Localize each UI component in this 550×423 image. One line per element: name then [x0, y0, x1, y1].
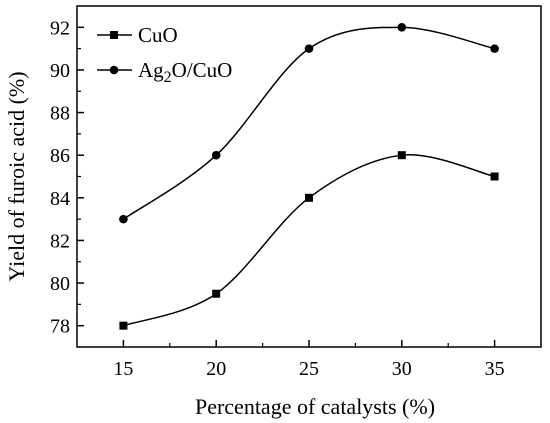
series-square-group	[119, 151, 499, 330]
x-tick-label: 30	[392, 358, 412, 380]
y-tick-label: 90	[50, 60, 70, 82]
data-point	[397, 151, 406, 160]
data-point	[304, 44, 314, 53]
x-tick-label: 20	[206, 358, 226, 380]
data-point	[490, 44, 499, 53]
data-point	[212, 289, 221, 298]
data-point	[119, 321, 128, 330]
legend-marker	[110, 31, 118, 39]
y-tick-label: 92	[50, 17, 70, 39]
series-line	[122, 26, 495, 220]
legend-label: CuO	[138, 23, 178, 47]
data-point	[490, 172, 499, 181]
y-tick-label: 86	[50, 145, 70, 167]
y-tick-label: 82	[50, 230, 70, 252]
x-axis-ticks: 15 20 25 30 35	[113, 340, 505, 380]
x-tick-label: 15	[113, 358, 133, 380]
legend-item: Ag2O/CuO	[97, 58, 232, 86]
series-layer	[119, 23, 499, 330]
data-point	[119, 214, 128, 224]
y-tick-label: 80	[50, 273, 70, 295]
legend-item: CuO	[97, 23, 178, 47]
data-point	[397, 23, 407, 32]
data-point	[211, 150, 221, 160]
series-line	[123, 154, 495, 327]
x-tick-label: 25	[299, 358, 319, 380]
y-tick-label: 78	[50, 316, 70, 338]
y-tick-label: 84	[50, 188, 70, 210]
x-axis-title: Percentage of catalysts (%)	[195, 394, 435, 419]
legend-marker	[109, 65, 119, 75]
legend: CuO Ag2O/CuO	[97, 23, 232, 86]
series-circle-group	[119, 23, 499, 224]
x-tick-label: 35	[485, 358, 505, 380]
y-axis-title: Yield of furoic acid (%)	[4, 71, 29, 281]
y-tick-label: 88	[50, 103, 70, 125]
data-point	[305, 193, 313, 202]
y-axis-ticks: 78 80 82 84 86 88 90 92	[50, 17, 84, 338]
legend-label: Ag2O/CuO	[138, 58, 232, 86]
